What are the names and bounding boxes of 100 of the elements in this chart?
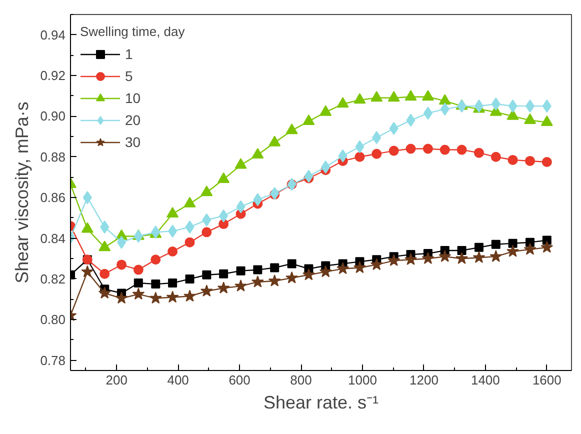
point bbox=[200, 284, 213, 297]
point bbox=[82, 191, 92, 204]
point bbox=[168, 224, 178, 238]
point bbox=[133, 264, 144, 275]
legend-label: 1 bbox=[125, 46, 134, 62]
point bbox=[491, 240, 500, 249]
point bbox=[185, 274, 194, 284]
point bbox=[320, 105, 332, 116]
point bbox=[98, 286, 111, 299]
y-tick-label: 0.88 bbox=[40, 149, 66, 164]
point bbox=[440, 144, 450, 155]
point bbox=[168, 278, 178, 288]
point bbox=[236, 200, 246, 214]
legend-label: 20 bbox=[125, 112, 142, 128]
x-tick-label: 200 bbox=[106, 372, 128, 388]
y-tick-label: 0.82 bbox=[40, 271, 66, 286]
point bbox=[542, 236, 552, 245]
y-tick-label: 0.78 bbox=[40, 352, 66, 368]
y-tick-label: 0.86 bbox=[40, 190, 66, 206]
point bbox=[217, 282, 230, 294]
point bbox=[302, 268, 315, 280]
point bbox=[100, 220, 110, 234]
point bbox=[117, 236, 126, 249]
x-axis-title: Shear rate. s⁻¹ bbox=[263, 392, 379, 412]
point bbox=[508, 238, 518, 248]
point bbox=[202, 213, 212, 226]
point bbox=[422, 252, 434, 264]
point bbox=[168, 246, 178, 256]
point bbox=[508, 154, 518, 165]
point bbox=[268, 136, 281, 146]
point bbox=[185, 220, 194, 234]
legend-label: 30 bbox=[125, 134, 142, 150]
point bbox=[252, 148, 264, 159]
point bbox=[474, 100, 484, 113]
point bbox=[100, 268, 110, 279]
point bbox=[457, 100, 466, 113]
point bbox=[166, 207, 179, 218]
point bbox=[202, 270, 212, 280]
point bbox=[388, 91, 400, 102]
point bbox=[234, 280, 247, 292]
x-tick-label: 1000 bbox=[348, 372, 377, 388]
point bbox=[268, 274, 281, 286]
point bbox=[287, 259, 296, 268]
x-tick-label: 800 bbox=[290, 372, 312, 388]
point bbox=[438, 250, 452, 262]
point bbox=[184, 196, 196, 208]
point bbox=[404, 253, 417, 265]
legend-label: 5 bbox=[125, 68, 134, 84]
point bbox=[389, 122, 398, 135]
x-tick-label: 1600 bbox=[532, 372, 562, 388]
point bbox=[218, 172, 230, 183]
point bbox=[474, 242, 484, 252]
point bbox=[491, 98, 500, 111]
point bbox=[542, 100, 552, 113]
point bbox=[372, 148, 382, 159]
legend-label: 10 bbox=[125, 90, 142, 106]
point bbox=[253, 193, 262, 206]
point bbox=[234, 158, 247, 169]
point bbox=[202, 227, 212, 238]
point bbox=[524, 242, 536, 255]
point bbox=[336, 97, 349, 108]
point bbox=[321, 160, 330, 174]
point bbox=[354, 152, 365, 162]
point bbox=[490, 152, 501, 162]
point bbox=[406, 144, 416, 154]
point bbox=[81, 222, 94, 233]
point bbox=[490, 250, 502, 262]
point bbox=[355, 140, 364, 154]
point bbox=[422, 144, 433, 154]
point bbox=[115, 292, 128, 304]
point bbox=[302, 114, 315, 125]
point bbox=[525, 156, 536, 166]
point bbox=[150, 254, 161, 265]
point bbox=[270, 263, 280, 272]
point bbox=[354, 261, 366, 274]
point bbox=[116, 260, 127, 270]
point bbox=[286, 271, 298, 284]
point bbox=[319, 265, 332, 278]
point bbox=[438, 94, 451, 105]
point bbox=[219, 269, 228, 278]
point bbox=[457, 246, 466, 255]
point bbox=[456, 144, 467, 155]
point bbox=[151, 280, 160, 289]
point bbox=[370, 91, 383, 102]
point bbox=[423, 106, 432, 120]
y-tick-label: 0.80 bbox=[40, 312, 66, 328]
point bbox=[508, 100, 518, 113]
point bbox=[540, 240, 554, 253]
point bbox=[506, 244, 519, 257]
point bbox=[219, 209, 228, 222]
point bbox=[404, 90, 417, 101]
point bbox=[253, 265, 262, 274]
point bbox=[134, 230, 143, 243]
point bbox=[372, 131, 382, 144]
point bbox=[236, 266, 246, 276]
y-tick-label: 0.94 bbox=[40, 27, 66, 42]
legend-title: Swelling time, day bbox=[80, 24, 185, 39]
point bbox=[388, 146, 399, 156]
point bbox=[81, 265, 94, 278]
point bbox=[440, 102, 450, 116]
